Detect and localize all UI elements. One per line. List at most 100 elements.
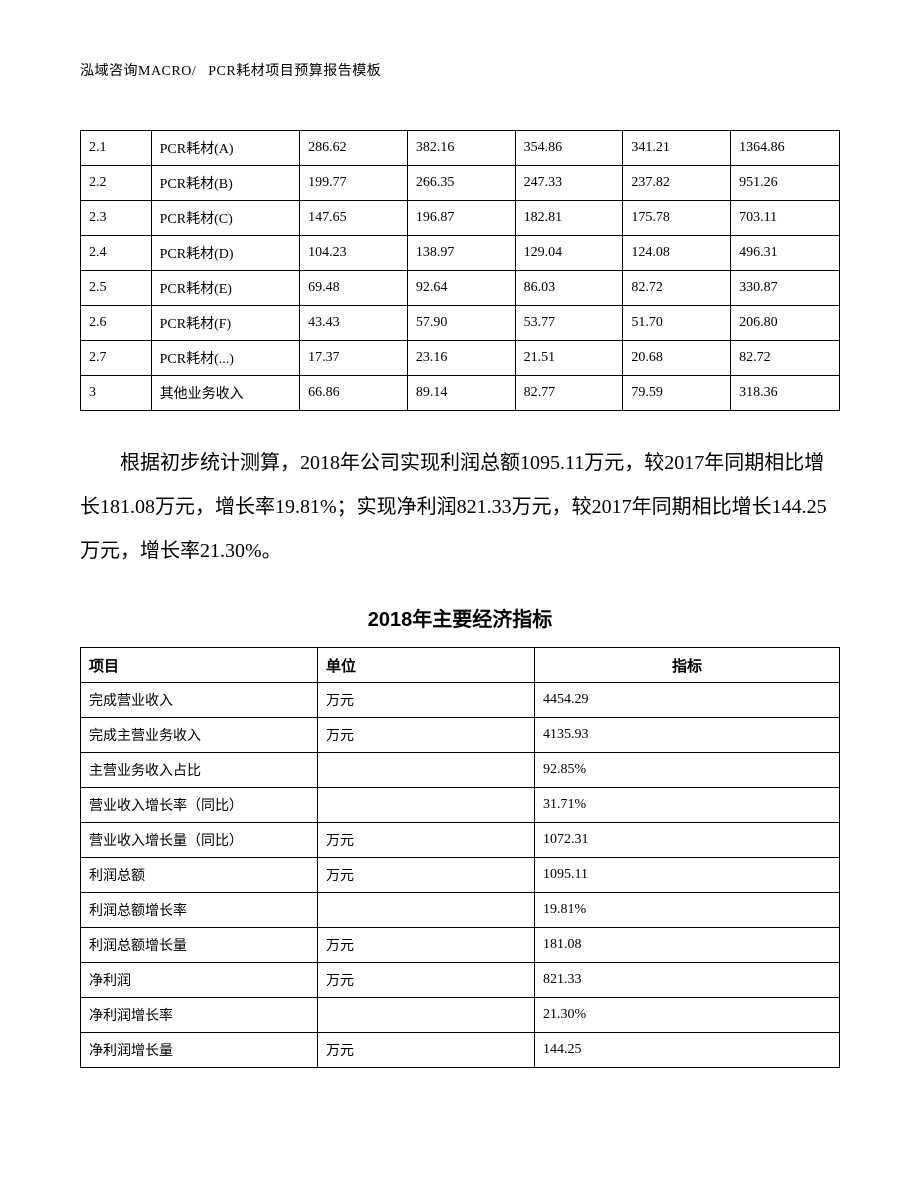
table-cell: 4454.29 xyxy=(535,683,840,718)
col-indicator: 指标 xyxy=(535,648,840,683)
table-cell: 82.77 xyxy=(515,376,623,411)
table-cell: 万元 xyxy=(318,1033,535,1068)
table-cell: 2.6 xyxy=(81,306,152,341)
table-cell: 1072.31 xyxy=(535,823,840,858)
table-cell: 2.2 xyxy=(81,166,152,201)
table-row: 净利润增长率21.30% xyxy=(81,998,840,1033)
table-cell: PCR耗材(B) xyxy=(151,166,299,201)
header-title: PCR耗材项目预算报告模板 xyxy=(208,64,381,79)
table-cell: 82.72 xyxy=(623,271,731,306)
table-cell: 利润总额 xyxy=(81,858,318,893)
table-cell: 完成主营业务收入 xyxy=(81,718,318,753)
table-cell: 1095.11 xyxy=(535,858,840,893)
table-row: 完成主营业务收入万元4135.93 xyxy=(81,718,840,753)
table-row: 2.5PCR耗材(E)69.4892.6486.0382.72330.87 xyxy=(81,271,840,306)
table-row: 营业收入增长率（同比）31.71% xyxy=(81,788,840,823)
table-cell: 4135.93 xyxy=(535,718,840,753)
table-cell: 万元 xyxy=(318,858,535,893)
table-row: 营业收入增长量（同比）万元1072.31 xyxy=(81,823,840,858)
table-cell: 利润总额增长率 xyxy=(81,893,318,928)
table-cell: 其他业务收入 xyxy=(151,376,299,411)
table-cell: 69.48 xyxy=(300,271,408,306)
table-cell: 2.5 xyxy=(81,271,152,306)
table-cell: 354.86 xyxy=(515,131,623,166)
table-cell: PCR耗材(C) xyxy=(151,201,299,236)
section-title: 2018年主要经济指标 xyxy=(80,603,840,632)
table-row: 利润总额增长量万元181.08 xyxy=(81,928,840,963)
table-cell: 175.78 xyxy=(623,201,731,236)
table-cell: 266.35 xyxy=(407,166,515,201)
table-row: 完成营业收入万元4454.29 xyxy=(81,683,840,718)
table-cell: PCR耗材(A) xyxy=(151,131,299,166)
table-row: 2.4PCR耗材(D)104.23138.97129.04124.08496.3… xyxy=(81,236,840,271)
table-cell: 703.11 xyxy=(731,201,840,236)
table-cell: 237.82 xyxy=(623,166,731,201)
table-cell: 382.16 xyxy=(407,131,515,166)
table-row: 利润总额万元1095.11 xyxy=(81,858,840,893)
document-page: 泓域咨询MACRO/ PCR耗材项目预算报告模板 2.1PCR耗材(A)286.… xyxy=(0,0,920,1191)
table-cell: 286.62 xyxy=(300,131,408,166)
table-cell: 92.64 xyxy=(407,271,515,306)
table-cell: 66.86 xyxy=(300,376,408,411)
table-cell: 万元 xyxy=(318,823,535,858)
table-header-row: 项目 单位 指标 xyxy=(81,648,840,683)
table-cell: 206.80 xyxy=(731,306,840,341)
table-row: 主营业务收入占比92.85% xyxy=(81,753,840,788)
table-cell: 完成营业收入 xyxy=(81,683,318,718)
table-row: 3其他业务收入66.8689.1482.7779.59318.36 xyxy=(81,376,840,411)
table-cell: 利润总额增长量 xyxy=(81,928,318,963)
table-cell: 万元 xyxy=(318,963,535,998)
table-cell: 53.77 xyxy=(515,306,623,341)
table-cell: 124.08 xyxy=(623,236,731,271)
table-cell: 341.21 xyxy=(623,131,731,166)
table-row: 2.1PCR耗材(A)286.62382.16354.86341.211364.… xyxy=(81,131,840,166)
col-project: 项目 xyxy=(81,648,318,683)
table-cell: 138.97 xyxy=(407,236,515,271)
table-cell: 247.33 xyxy=(515,166,623,201)
table-cell: 104.23 xyxy=(300,236,408,271)
table-cell: 951.26 xyxy=(731,166,840,201)
table-row: 2.6PCR耗材(F)43.4357.9053.7751.70206.80 xyxy=(81,306,840,341)
table-cell: 19.81% xyxy=(535,893,840,928)
table-cell xyxy=(318,753,535,788)
table-cell: 181.08 xyxy=(535,928,840,963)
table-cell: 51.70 xyxy=(623,306,731,341)
summary-paragraph: 根据初步统计测算，2018年公司实现利润总额1095.11万元，较2017年同期… xyxy=(80,441,840,573)
table-cell: 821.33 xyxy=(535,963,840,998)
table-cell: 129.04 xyxy=(515,236,623,271)
table-cell xyxy=(318,788,535,823)
table-cell: 82.72 xyxy=(731,341,840,376)
table-cell: 2.3 xyxy=(81,201,152,236)
table-row: 净利润增长量万元144.25 xyxy=(81,1033,840,1068)
table-cell xyxy=(318,998,535,1033)
header-company: 泓域咨询MACRO/ xyxy=(80,64,196,79)
table-cell: 20.68 xyxy=(623,341,731,376)
table-cell: 147.65 xyxy=(300,201,408,236)
table-cell: 21.51 xyxy=(515,341,623,376)
table-cell: 21.30% xyxy=(535,998,840,1033)
table-cell: 营业收入增长量（同比） xyxy=(81,823,318,858)
table-cell: 89.14 xyxy=(407,376,515,411)
table-cell: 1364.86 xyxy=(731,131,840,166)
table-cell: 318.36 xyxy=(731,376,840,411)
table-cell: 3 xyxy=(81,376,152,411)
table-cell: 144.25 xyxy=(535,1033,840,1068)
table-cell: 57.90 xyxy=(407,306,515,341)
table-row: 净利润万元821.33 xyxy=(81,963,840,998)
table-cell: 万元 xyxy=(318,718,535,753)
table-cell: PCR耗材(F) xyxy=(151,306,299,341)
table-cell: 净利润 xyxy=(81,963,318,998)
table-cell: 17.37 xyxy=(300,341,408,376)
table-cell: 2.7 xyxy=(81,341,152,376)
table-cell: 86.03 xyxy=(515,271,623,306)
table-cell xyxy=(318,893,535,928)
table-cell: 净利润增长量 xyxy=(81,1033,318,1068)
table-cell: 2.1 xyxy=(81,131,152,166)
table-cell: 196.87 xyxy=(407,201,515,236)
table-cell: 营业收入增长率（同比） xyxy=(81,788,318,823)
table-cell: 主营业务收入占比 xyxy=(81,753,318,788)
table-row: 2.7PCR耗材(...)17.3723.1621.5120.6882.72 xyxy=(81,341,840,376)
table-row: 2.2PCR耗材(B)199.77266.35247.33237.82951.2… xyxy=(81,166,840,201)
table-cell: PCR耗材(D) xyxy=(151,236,299,271)
table-cell: 182.81 xyxy=(515,201,623,236)
